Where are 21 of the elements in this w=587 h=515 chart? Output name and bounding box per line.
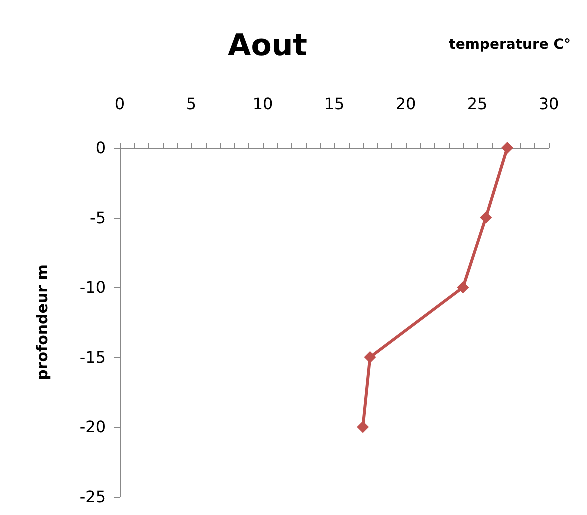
y-tick-label: -10	[80, 278, 106, 298]
point	[480, 212, 492, 224]
y-tick-label: 0	[96, 138, 106, 158]
y-tick-label: -5	[90, 208, 106, 228]
x-tick-label: 20	[396, 94, 416, 114]
y-axis-title: profondeur m	[34, 264, 52, 380]
y-tick-label: -25	[80, 488, 106, 506]
point	[357, 421, 370, 434]
point	[364, 351, 376, 364]
x-tick-label: 5	[186, 94, 197, 114]
x-tick-label: 0	[114, 94, 126, 114]
y-tick-label: -20	[80, 418, 106, 437]
x-tick-label: 25	[467, 94, 488, 114]
x-tick-label: 10	[252, 94, 274, 114]
x-tick-label: 15	[324, 94, 345, 114]
chart-title: Aout	[228, 28, 308, 64]
point	[502, 142, 514, 154]
y-tick-label: -15	[80, 348, 106, 367]
point	[457, 282, 470, 294]
x-axis-title: temperature C°	[449, 37, 572, 53]
x-tick-label: 30	[538, 94, 560, 114]
